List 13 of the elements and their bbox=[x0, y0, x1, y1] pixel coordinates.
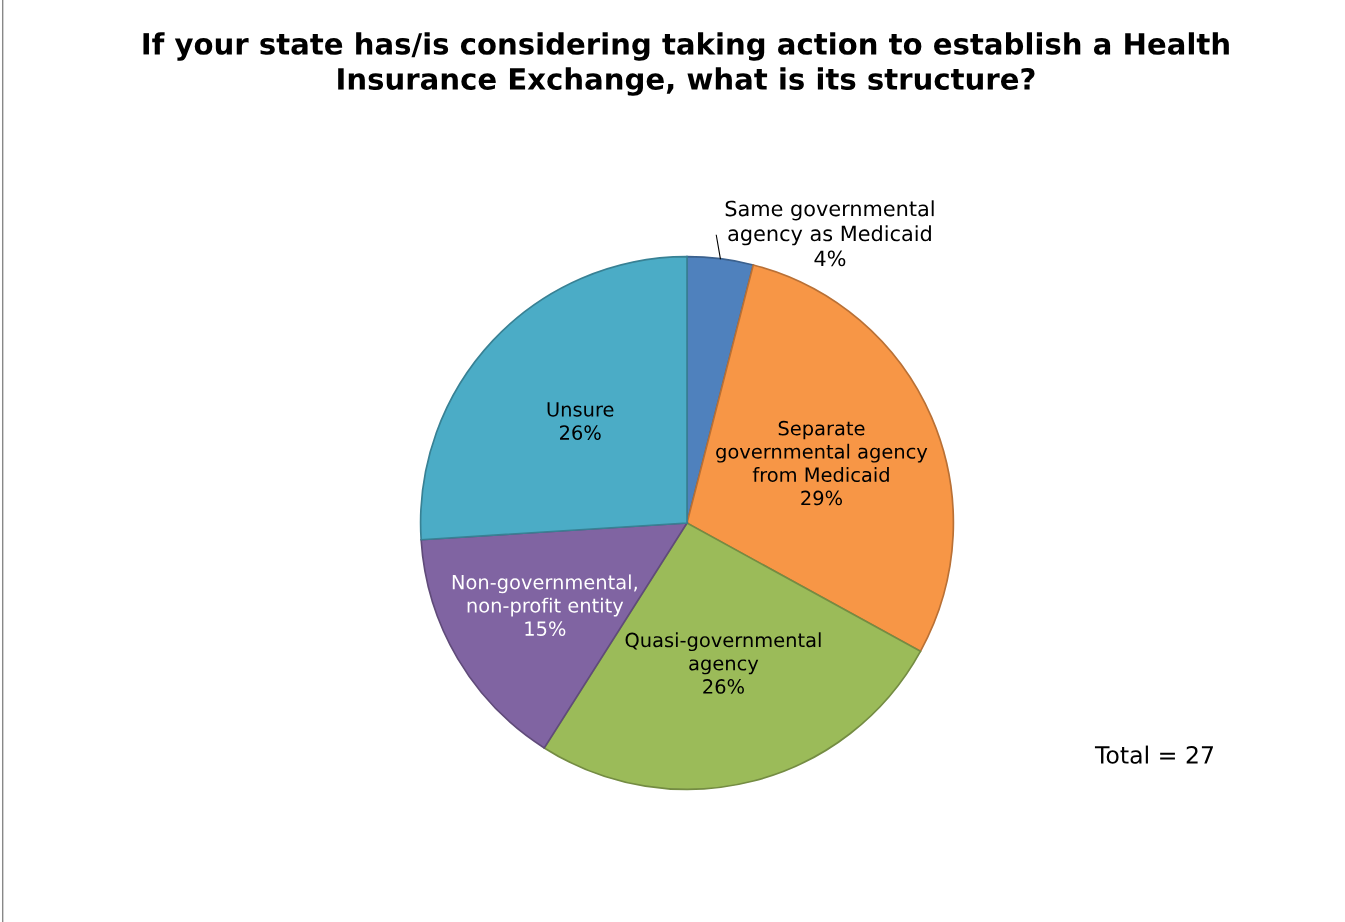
text: Total = 27 bbox=[1094, 745, 1213, 764]
chart-title: If your state has/is considering taking action to establish a Health Insurance Exchange, what is its structure? bbox=[143, 32, 1229, 96]
slice-label: Non-governmental, non-profit entity bbox=[452, 574, 637, 617]
slice-label: Quasi-governmental agency bbox=[625, 632, 821, 675]
slice-label: Separate governmental agency from Medicaid bbox=[716, 420, 928, 483]
slice-label: Same governmental agency as Medicaid bbox=[725, 200, 934, 246]
slice-label: Unsure bbox=[547, 402, 614, 417]
data-label: 29% bbox=[801, 490, 843, 506]
data-label: 26% bbox=[560, 425, 601, 440]
data-label: 26% bbox=[703, 679, 744, 694]
pie-slice bbox=[419, 255, 688, 541]
data-label: 15% bbox=[525, 621, 566, 636]
data-label: 4% bbox=[814, 250, 846, 267]
